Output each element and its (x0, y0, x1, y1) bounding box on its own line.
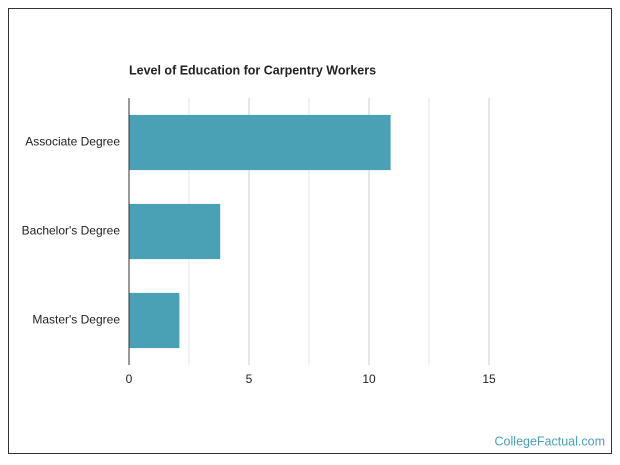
bar (129, 203, 221, 260)
frame (8, 8, 612, 454)
x-tick-label: 15 (482, 372, 496, 386)
y-tick-label: Master's Degree (32, 313, 120, 327)
source-link[interactable]: CollegeFactual.com (495, 434, 605, 448)
x-tick-label: 5 (246, 372, 253, 386)
chart-title: Level of Education for Carpentry Workers (129, 63, 376, 77)
x-tick-label: 10 (362, 372, 376, 386)
y-tick-label: Associate Degree (25, 135, 120, 149)
bar (129, 292, 180, 349)
bar (129, 114, 391, 171)
x-tick-label: 0 (126, 372, 133, 386)
y-tick-label: Bachelor's Degree (22, 224, 121, 238)
